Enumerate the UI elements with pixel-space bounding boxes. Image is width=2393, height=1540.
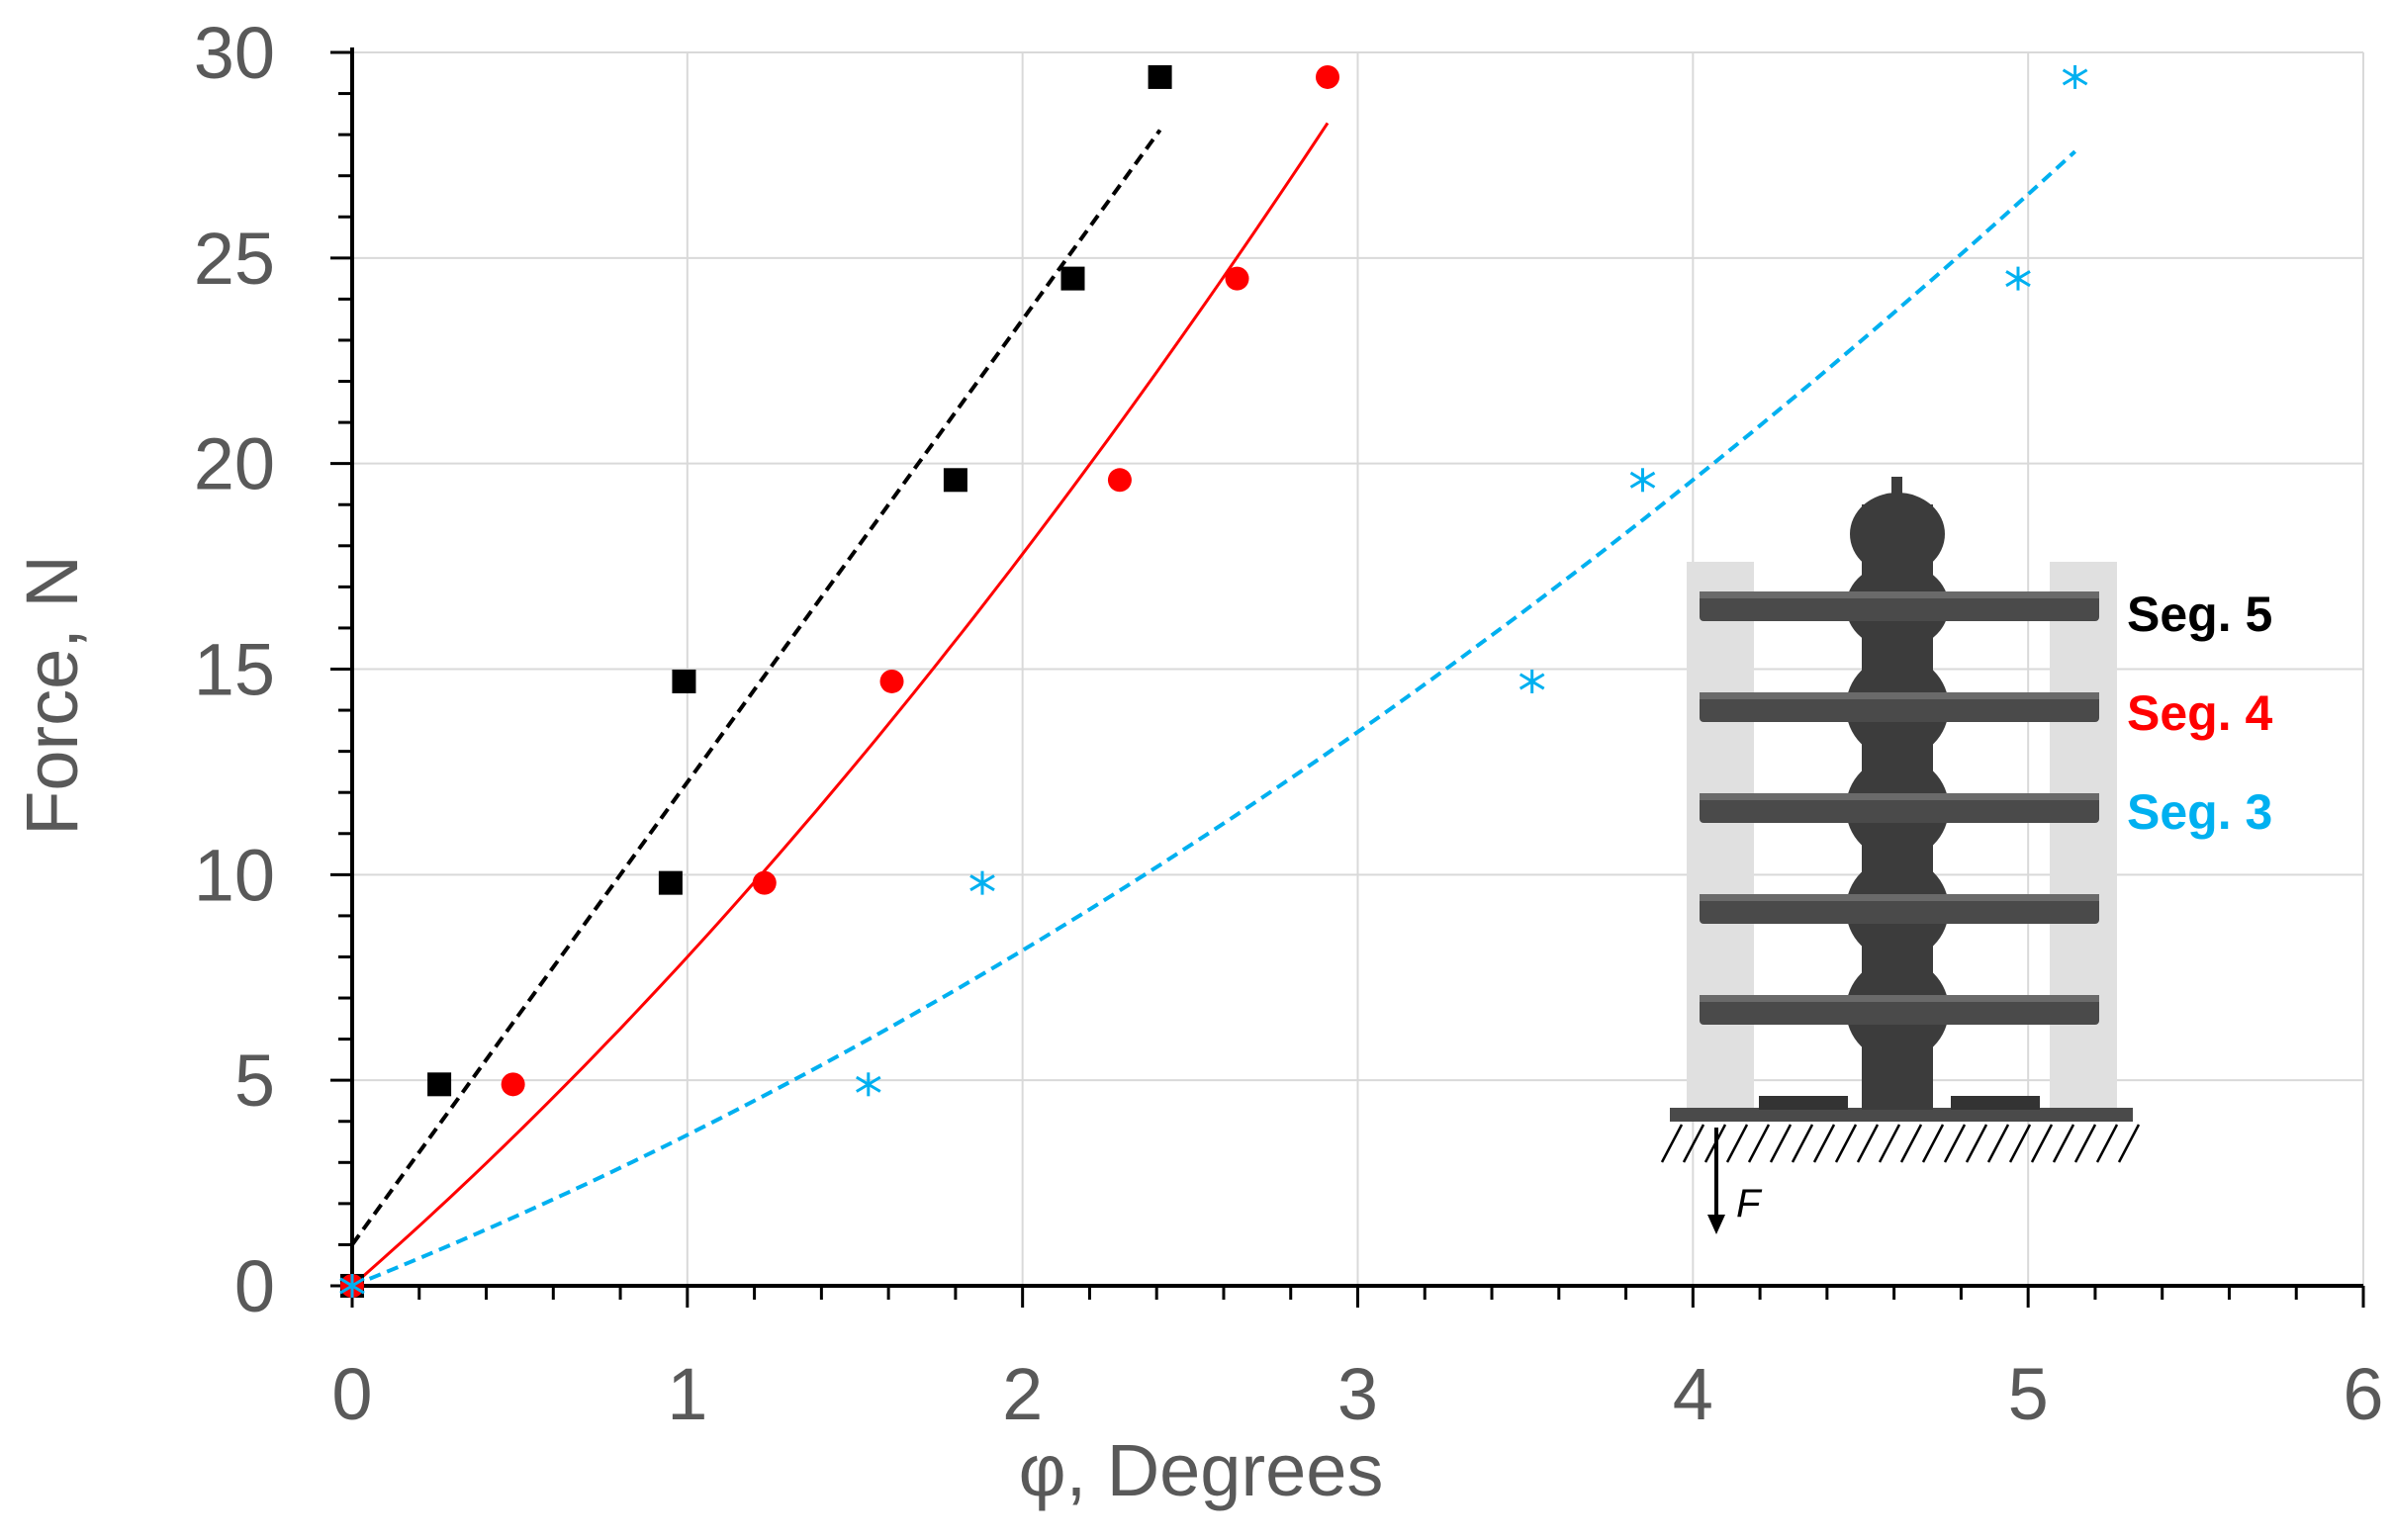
y-tick-label: 25 — [194, 218, 275, 300]
force-arrow-head — [1707, 1215, 1725, 1234]
y-axis-title: Force, N — [11, 555, 93, 836]
hatch-line — [1965, 1124, 1988, 1163]
force-label: F — [1736, 1182, 1763, 1225]
data-point-seg-5 — [1148, 64, 1172, 89]
segment-plates — [1700, 591, 2099, 1025]
data-point-seg-3 — [2005, 266, 2031, 291]
segment-figure-inset: F — [1660, 477, 2141, 1234]
data-point-seg-3 — [969, 870, 995, 895]
y-tick-label: 30 — [194, 12, 275, 94]
data-point-seg-3 — [339, 1274, 365, 1298]
legend-label-seg-4: Seg. 4 — [2127, 685, 2272, 741]
hatch-line — [1747, 1124, 1771, 1163]
y-tick-label: 5 — [234, 1040, 275, 1122]
x-tick-label: 3 — [1337, 1353, 1378, 1435]
hatch-line — [1986, 1124, 2010, 1163]
data-points — [339, 64, 2088, 1298]
data-point-seg-5 — [943, 468, 967, 493]
data-point-seg-4 — [752, 870, 777, 895]
hatch-line — [2095, 1124, 2119, 1163]
hatch-line — [1682, 1124, 1705, 1163]
hatch-line — [2030, 1124, 2054, 1163]
x-tick-label: 6 — [2343, 1353, 2383, 1435]
segment-plate — [1700, 995, 2099, 1025]
data-point-seg-4 — [1316, 64, 1340, 89]
hatch-line — [1725, 1124, 1749, 1163]
hatch-line — [2052, 1124, 2075, 1163]
data-point-seg-5 — [427, 1072, 452, 1097]
data-point-seg-3 — [856, 1072, 881, 1097]
trendlines — [350, 122, 2076, 1288]
data-point-seg-3 — [1519, 669, 1545, 693]
data-point-seg-4 — [1225, 266, 1249, 291]
x-tick-label: 4 — [1673, 1353, 1713, 1435]
hatch-line — [1660, 1124, 1684, 1163]
base-plate — [1670, 1108, 2133, 1122]
data-point-seg-3 — [2062, 64, 2088, 89]
data-point-seg-4 — [879, 669, 904, 693]
y-tick-label: 0 — [234, 1245, 275, 1327]
hatch-line — [2008, 1124, 2032, 1163]
segment-plate — [1700, 591, 2099, 621]
right-guide-rail — [2050, 562, 2117, 1111]
ground-hatching — [1660, 1124, 2141, 1163]
segment-plate-highlight — [1700, 793, 2099, 800]
x-axis-title: φ, Degrees — [1019, 1429, 1384, 1511]
x-tick-label: 5 — [2008, 1353, 2049, 1435]
hatch-line — [1878, 1124, 1901, 1163]
segment-plate-highlight — [1700, 692, 2099, 699]
tick-labels: 0 1 2 3 4 5 6 0 5 10 15 20 25 30 — [194, 12, 2384, 1435]
segment-plate — [1700, 692, 2099, 722]
data-point-seg-4 — [1107, 468, 1132, 493]
right-foot — [1951, 1096, 2040, 1110]
y-tick-label: 20 — [194, 423, 275, 505]
left-foot — [1759, 1096, 1848, 1110]
x-tick-label: 1 — [667, 1353, 707, 1435]
hatch-line — [2073, 1124, 2097, 1163]
x-tick-label: 2 — [1002, 1353, 1043, 1435]
segment-plate-highlight — [1700, 591, 2099, 598]
hatch-line — [1812, 1124, 1836, 1163]
x-tick-label: 0 — [331, 1353, 372, 1435]
legend: Seg. 5 Seg. 4 Seg. 3 — [2127, 587, 2272, 840]
spine-tip — [1891, 477, 1902, 506]
hatch-line — [1791, 1124, 1814, 1163]
legend-label-seg-3: Seg. 3 — [2127, 784, 2272, 840]
trendline-seg-4 — [351, 122, 1330, 1288]
hatch-line — [2117, 1124, 2141, 1163]
data-point-seg-3 — [1629, 468, 1656, 493]
left-guide-rail — [1687, 562, 1754, 1111]
trendline-seg-3 — [351, 149, 2076, 1288]
grid-lines — [352, 51, 2364, 1286]
segment-plate-highlight — [1700, 894, 2099, 901]
hatch-line — [1899, 1124, 1923, 1163]
axis-ticks — [330, 50, 2365, 1308]
data-point-seg-5 — [672, 669, 696, 693]
trendline-seg-5 — [350, 129, 1162, 1246]
y-tick-label: 15 — [194, 629, 275, 711]
hatch-line — [1943, 1124, 1967, 1163]
y-tick-label: 10 — [194, 834, 275, 916]
data-point-seg-5 — [1060, 266, 1085, 291]
hatch-line — [1921, 1124, 1945, 1163]
legend-label-seg-5: Seg. 5 — [2127, 587, 2272, 642]
segment-plate — [1700, 793, 2099, 823]
segment-plate-highlight — [1700, 995, 2099, 1002]
data-point-seg-5 — [658, 870, 683, 895]
data-point-seg-4 — [501, 1072, 525, 1097]
hatch-line — [1856, 1124, 1880, 1163]
segment-plate — [1700, 894, 2099, 924]
hatch-line — [1769, 1124, 1793, 1163]
hatch-line — [1834, 1124, 1858, 1163]
